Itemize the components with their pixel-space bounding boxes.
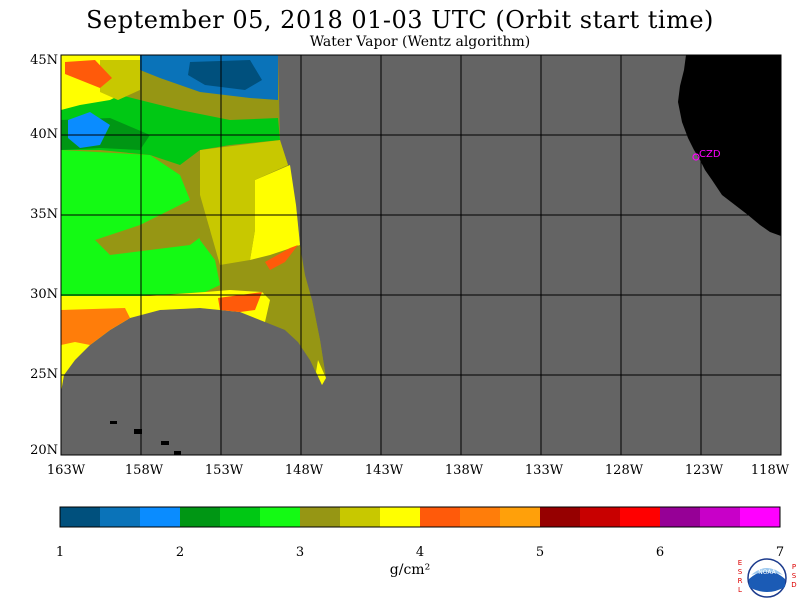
colorbar (60, 507, 781, 527)
swath-lightolive-nw (100, 60, 140, 100)
swath-yellow-east (250, 165, 300, 260)
noaa-logo-icon: NOAA (747, 558, 787, 598)
colorbar-tick-3: 3 (295, 545, 305, 560)
colorbar-tick-2: 2 (175, 545, 185, 560)
colorbar-swatch-18 (740, 507, 781, 527)
colorbar-swatch-14 (580, 507, 621, 527)
colorbar-swatch-12 (500, 507, 541, 527)
colorbar-swatch-16 (660, 507, 701, 527)
colorbar-swatch-2 (100, 507, 141, 527)
map-title: September 05, 2018 01-03 UTC (Orbit star… (86, 6, 714, 34)
swath-lightolive (200, 140, 288, 265)
colorbar-tick-6: 6 (655, 545, 665, 560)
map-frame (60, 54, 782, 456)
esrl-letters: ESRL (737, 559, 743, 594)
lon-label-118w: 118W (750, 463, 790, 478)
lat-label-20n: 20N (30, 443, 58, 458)
lon-label-123w: 123W (684, 463, 724, 478)
station-czd-marker: CZD (692, 149, 721, 161)
hawaii-islands (110, 421, 181, 455)
colorbar-swatch-7 (300, 507, 341, 527)
colorbar-tick-4: 4 (415, 545, 425, 560)
lon-label-128w: 128W (604, 463, 644, 478)
lat-label-30n: 30N (30, 287, 58, 302)
svg-text:NOAA: NOAA (758, 569, 776, 576)
colorbar-swatch-6 (260, 507, 301, 527)
lon-label-148w: 148W (284, 463, 324, 478)
station-label: CZD (699, 149, 721, 160)
colorbar-swatch-1 (60, 507, 101, 527)
north-america-land (678, 55, 781, 236)
lat-label-35n: 35N (30, 207, 58, 222)
colorbar-tick-5: 5 (535, 545, 545, 560)
colorbar-swatch-5 (220, 507, 261, 527)
swath-navy-north (188, 60, 262, 90)
colorbar-swatch-15 (620, 507, 661, 527)
colorbar-swatch-17 (700, 507, 741, 527)
psd-letters: PSD (791, 563, 797, 589)
swath-yellow-tail (316, 360, 326, 385)
swath-orange-south (61, 308, 130, 345)
colorbar-swatch-11 (460, 507, 501, 527)
swath-redorange-south (218, 292, 262, 312)
swath-olive-band (95, 195, 210, 255)
lat-label-25n: 25N (30, 367, 58, 382)
swath-orange-nw (65, 60, 112, 88)
lat-label-45n: 45N (30, 53, 58, 68)
lon-label-138w: 138W (444, 463, 484, 478)
colorbar-swatch-3 (140, 507, 181, 527)
colorbar-swatch-13 (540, 507, 581, 527)
colorbar-swatch-8 (340, 507, 381, 527)
station-marker-icon (692, 153, 700, 161)
colorbar-swatch-4 (180, 507, 221, 527)
colorbar-swatch-9 (380, 507, 421, 527)
swath-orange-east (265, 245, 298, 270)
graticule (61, 55, 781, 455)
lon-label-163w: 163W (46, 463, 86, 478)
colorbar-tick-1: 1 (55, 545, 65, 560)
colorbar-swatch-10 (420, 507, 461, 527)
colorbar-units: g/cm² (389, 562, 431, 578)
swath-olive-tail (280, 300, 326, 385)
lat-label-40n: 40N (30, 127, 58, 142)
lon-label-153w: 153W (204, 463, 244, 478)
lon-label-133w: 133W (524, 463, 564, 478)
colorbar-tick-7: 7 (775, 545, 785, 560)
map-subtitle: Water Vapor (Wentz algorithm) (309, 34, 531, 50)
swath-blue-west (68, 112, 110, 148)
noaa-esrl-psd-logo: NOAA ESRL PSD (735, 557, 799, 599)
lon-label-143w: 143W (364, 463, 404, 478)
lon-label-158w: 158W (124, 463, 164, 478)
colorbar-frame (59, 506, 781, 528)
